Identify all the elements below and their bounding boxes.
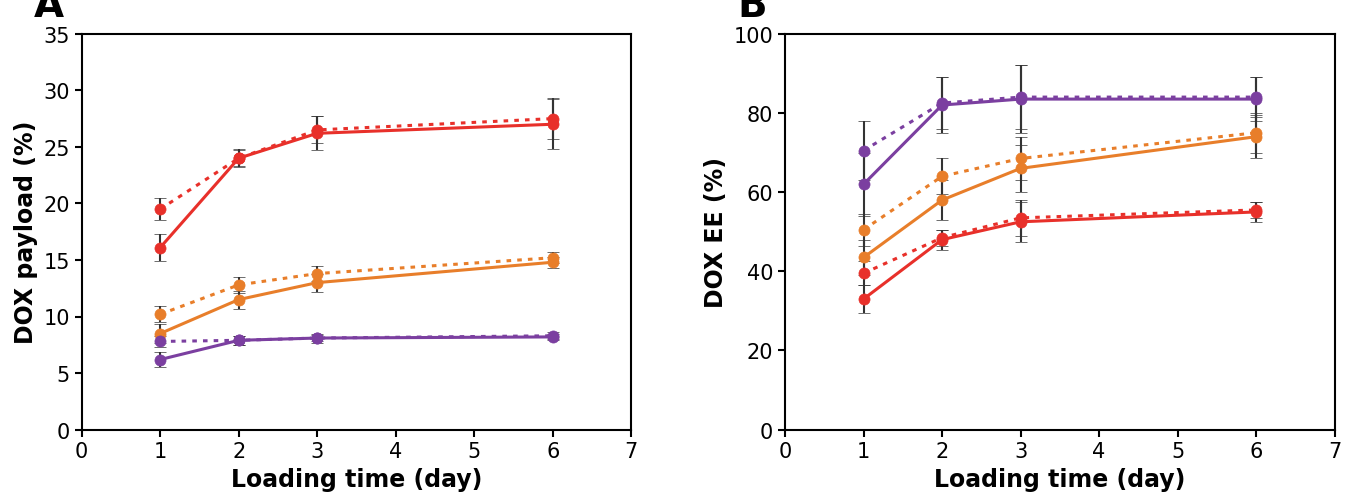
X-axis label: Loading time (day): Loading time (day) [934, 467, 1185, 491]
Text: A: A [34, 0, 64, 25]
Text: B: B [736, 0, 766, 25]
Y-axis label: DOX EE (%): DOX EE (%) [704, 157, 728, 308]
X-axis label: Loading time (day): Loading time (day) [230, 467, 482, 491]
Y-axis label: DOX payload (%): DOX payload (%) [14, 121, 38, 344]
